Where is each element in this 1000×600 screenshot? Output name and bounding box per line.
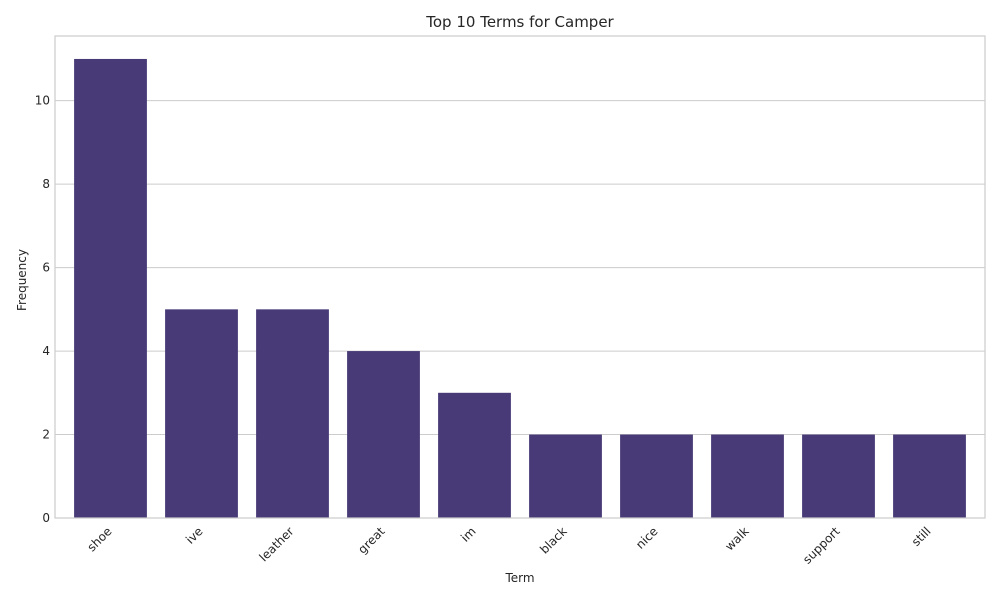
bars — [74, 58, 966, 518]
bar-shoe — [74, 58, 147, 518]
bar-walk — [711, 434, 784, 518]
x-tick-label: great — [355, 524, 388, 557]
bar-still — [893, 434, 966, 518]
bar-support — [802, 434, 875, 518]
chart-title: Top 10 Terms for Camper — [425, 13, 614, 31]
x-tick-labels: shoe ive leather great im black nice walk suppor… — [85, 524, 934, 567]
plot-frame — [54, 35, 986, 519]
x-tick-label: ive — [183, 524, 206, 547]
bar-ive — [165, 309, 238, 518]
y-tick-label: 6 — [42, 261, 50, 275]
bar-black — [529, 434, 602, 518]
x-axis-label: Term — [504, 571, 534, 585]
bar-nice — [620, 434, 693, 518]
x-tick-label: nice — [633, 524, 661, 552]
x-tick-label: shoe — [85, 524, 115, 554]
y-axis-label: Frequency — [15, 249, 29, 311]
bar-great — [347, 351, 420, 518]
x-tick-label: walk — [722, 524, 751, 553]
bar-im — [438, 392, 511, 518]
x-tick-label: leather — [257, 524, 297, 564]
x-tick-label: still — [909, 524, 934, 549]
x-tick-label: black — [537, 524, 569, 556]
x-tick-label: support — [800, 524, 843, 567]
y-tick-label: 2 — [42, 428, 50, 442]
y-tick-label: 8 — [42, 177, 50, 191]
x-tick-label: im — [458, 524, 479, 545]
y-tick-labels: 0 2 4 6 8 10 — [35, 94, 50, 525]
y-tick-label: 10 — [35, 94, 50, 108]
y-tick-label: 4 — [42, 344, 50, 358]
y-tick-label: 0 — [42, 511, 50, 525]
bar-leather — [256, 309, 329, 518]
